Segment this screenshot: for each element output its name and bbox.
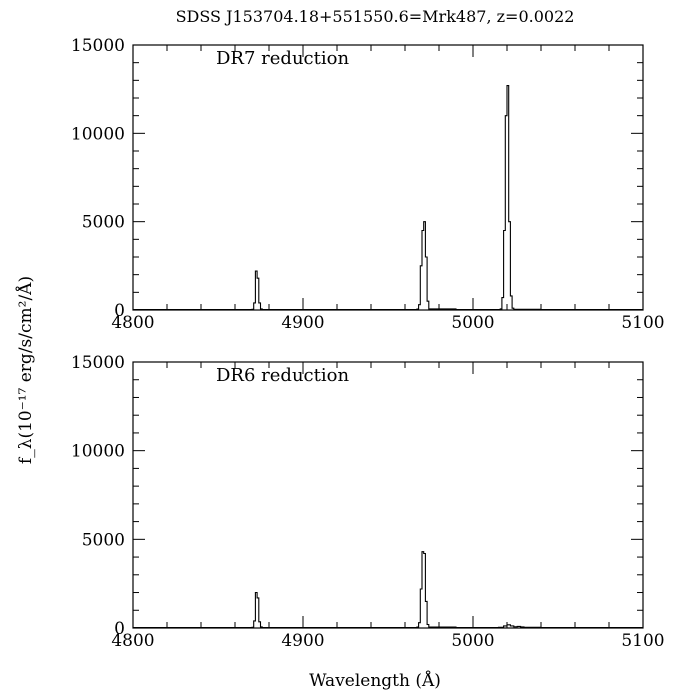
plot-frame	[132, 361, 644, 629]
chart-title: SDSS J153704.18+551550.6=Mrk487, z=0.002…	[176, 7, 575, 26]
x-tick-label: 4900	[281, 631, 324, 651]
x-tick-label: 5000	[451, 313, 494, 333]
x-tick-label: 4800	[111, 313, 154, 333]
y-tick-label: 0	[114, 301, 125, 321]
top-panel-dr7: 4800 4900 5000 5100 0 5000 10000 15000 DR7 reduc…	[71, 36, 665, 333]
x-tick-label: 4800	[111, 631, 154, 651]
spectrum-line	[133, 551, 643, 629]
y-tick-label: 10000	[71, 442, 125, 462]
plot-frame	[132, 44, 644, 311]
panel-annotation: DR7 reduction	[216, 48, 349, 69]
y-tick-label: 15000	[71, 353, 125, 373]
bottom-panel-dr6: 4800 4900 5000 5100 0 5000 10000 15000 DR6 reduc…	[71, 353, 665, 651]
x-tick-label: 5000	[451, 631, 494, 651]
y-tick-label: 10000	[71, 124, 125, 144]
y-tick-label: 5000	[82, 530, 125, 550]
y-tick-label: 5000	[82, 213, 125, 233]
x-axis-label: Wavelength (Å)	[309, 670, 441, 691]
x-tick-label: 5100	[621, 313, 664, 333]
spectrum-line	[133, 85, 643, 311]
panel-annotation: DR6 reduction	[216, 365, 349, 386]
y-tick-label: 15000	[71, 36, 125, 56]
x-tick-label: 4900	[281, 313, 324, 333]
x-tick-label: 5100	[621, 631, 664, 651]
y-axis-label: f_λ(10⁻¹⁷ erg/s/cm²/Å)	[15, 276, 36, 464]
y-tick-label: 0	[114, 619, 125, 639]
